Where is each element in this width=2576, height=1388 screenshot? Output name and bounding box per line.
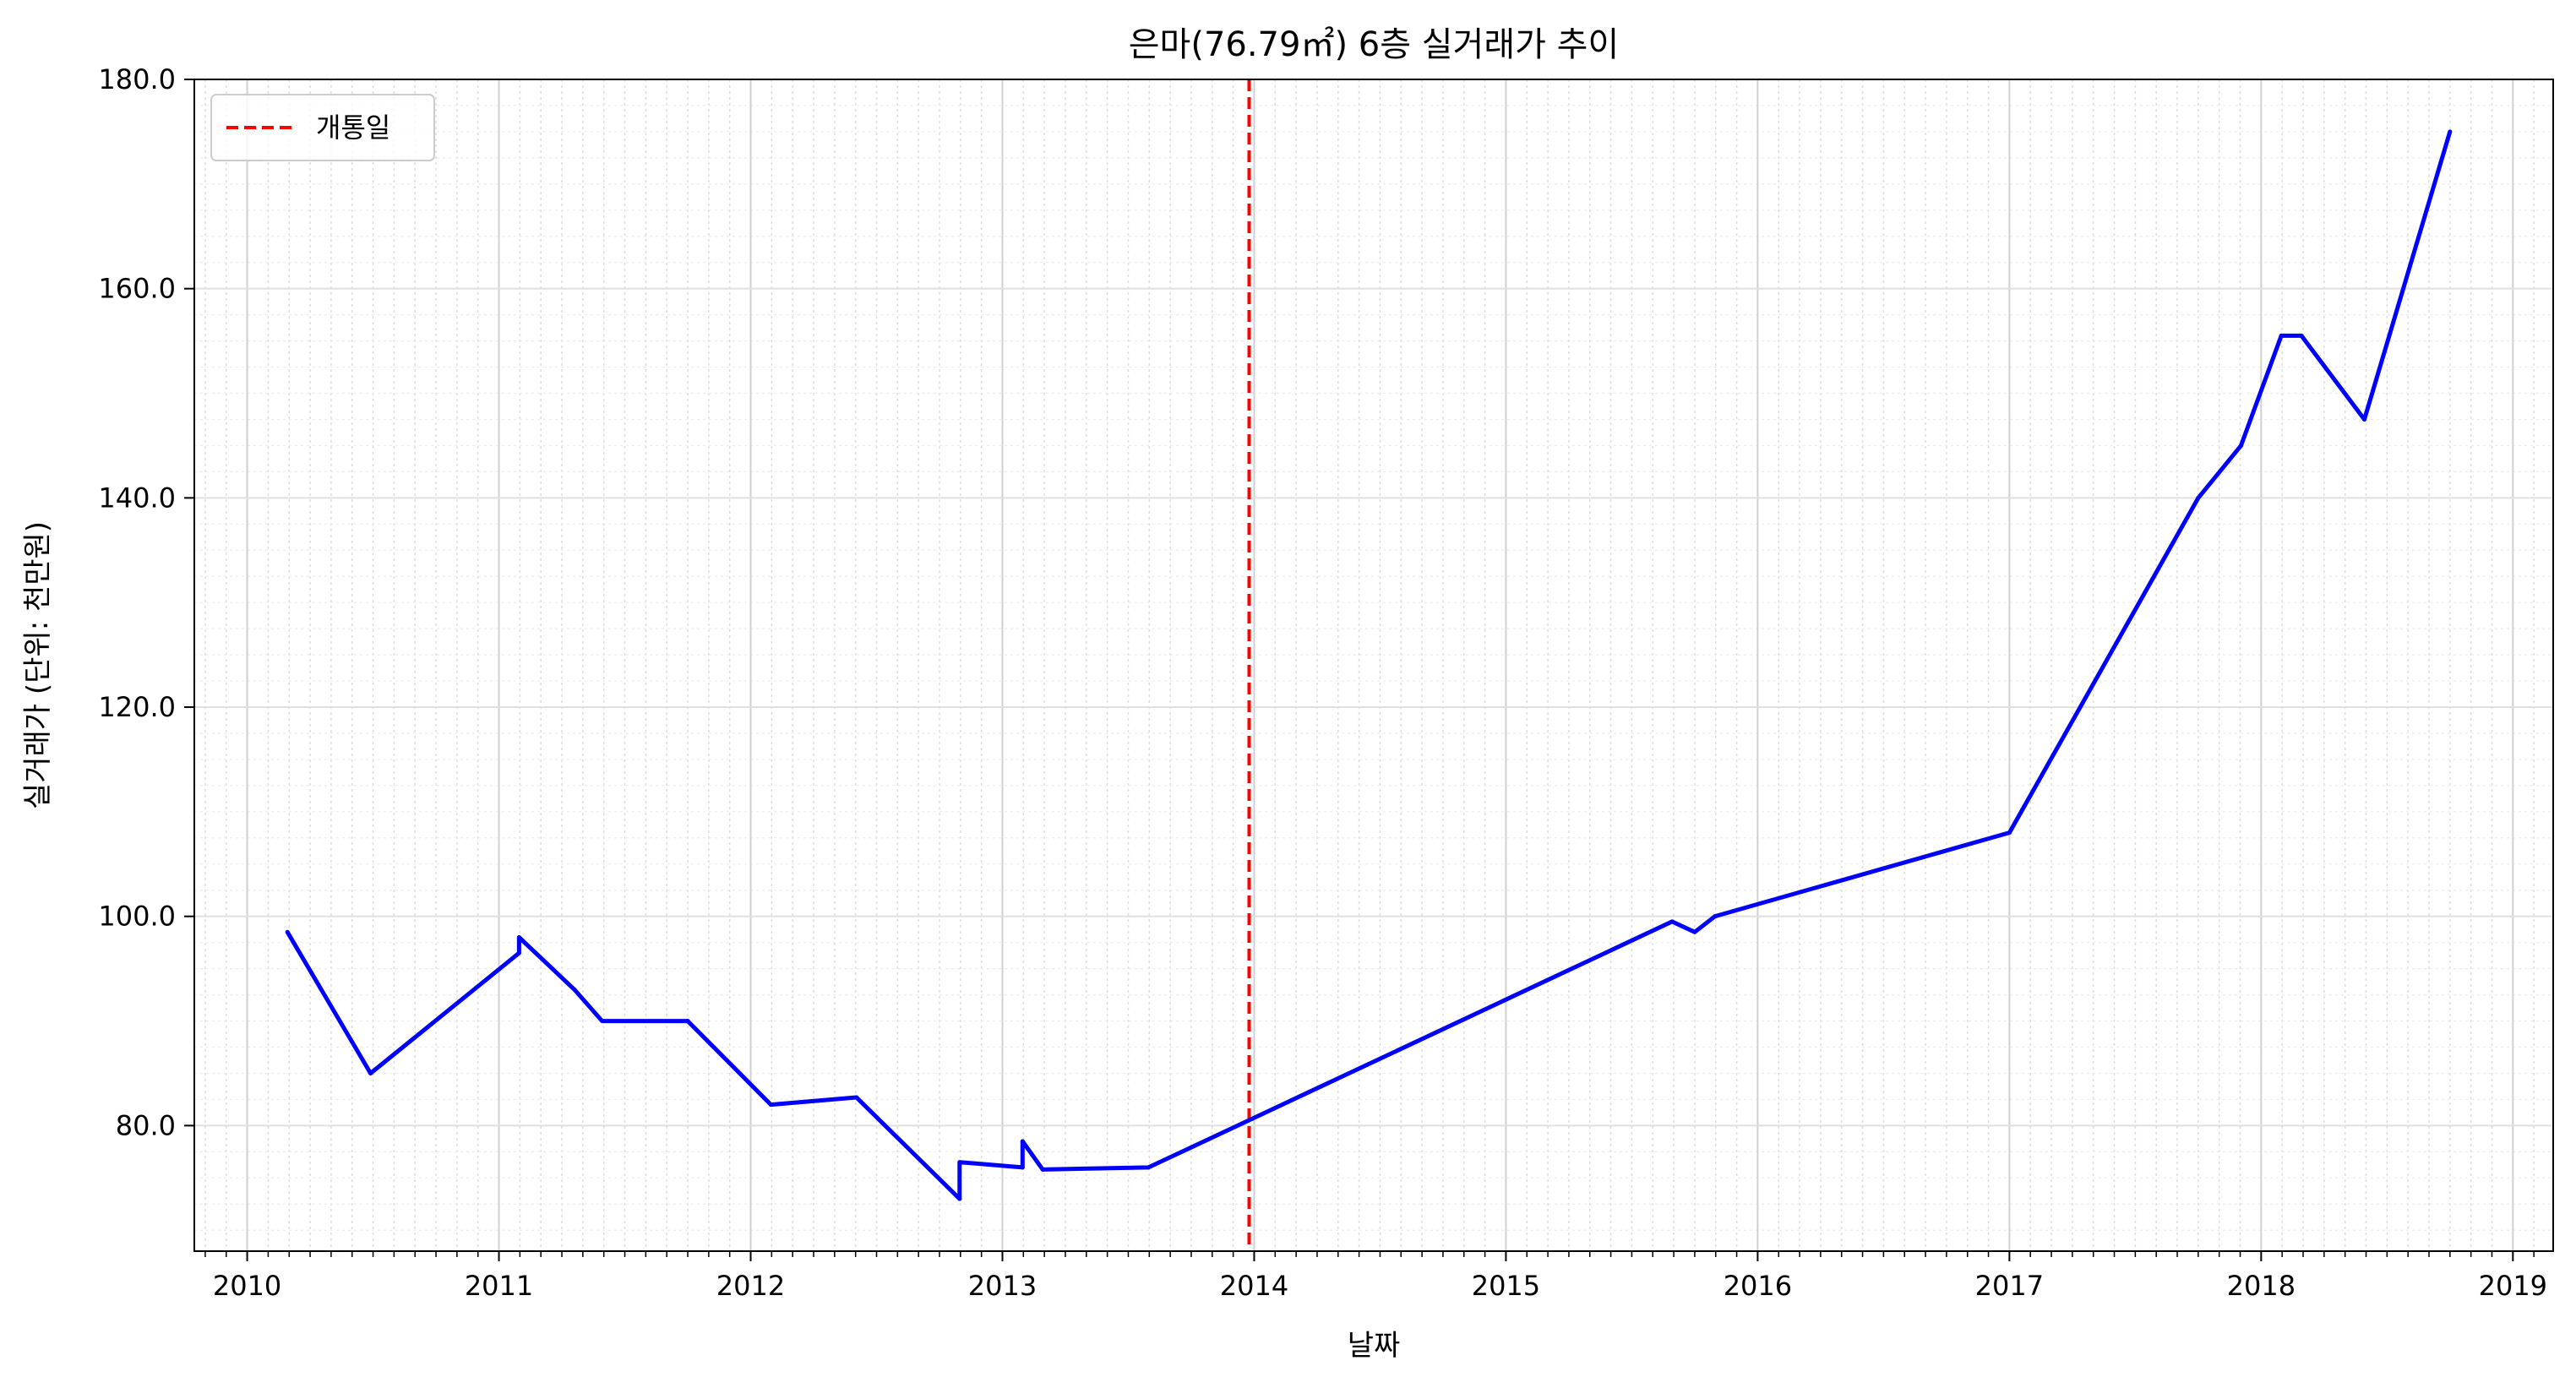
series-point (768, 1102, 773, 1108)
series-point (1713, 914, 1718, 919)
series-point (854, 1095, 859, 1100)
x-tick-label-2018: 2018 (2227, 1270, 2296, 1302)
series-point (1040, 1167, 1045, 1172)
x-axis-label: 날짜 (1348, 1329, 1401, 1363)
y-axis-ticks: 80.0 100.0 120.0 140.0 160.0 180.0 (98, 63, 194, 1141)
series-point (1020, 1139, 1025, 1144)
plot-frame (193, 79, 2554, 1252)
series-layer (285, 129, 2453, 1201)
x-tick-label-2013: 2013 (968, 1270, 1037, 1302)
y-tick-label-1: 100.0 (98, 901, 176, 933)
series-point (1669, 919, 1675, 924)
x-tick-label-2011: 2011 (465, 1270, 533, 1302)
x-tick-label-2016: 2016 (1724, 1270, 1792, 1302)
series-point (2007, 830, 2012, 836)
x-tick-label-2014: 2014 (1220, 1270, 1288, 1302)
series-point (685, 1019, 690, 1024)
legend: 개통일 (210, 94, 435, 161)
x-tick-label-2015: 2015 (1472, 1270, 1540, 1302)
x-tick-label-2010: 2010 (213, 1270, 281, 1302)
legend-label-opening-date: 개통일 (316, 112, 390, 144)
series-point (2239, 443, 2244, 448)
grid-minor-layer (194, 79, 2553, 1251)
y-tick-label-2: 120.0 (98, 691, 176, 723)
y-tick-label-0: 80.0 (116, 1109, 176, 1141)
series-point (957, 1160, 962, 1165)
series-point (1146, 1165, 1151, 1170)
y-tick-label-4: 160.0 (98, 273, 176, 305)
x-tick-label-2019: 2019 (2479, 1270, 2547, 1302)
series-point (572, 987, 577, 992)
series-point (285, 929, 290, 934)
y-tick-label-5: 180.0 (98, 63, 176, 95)
series-point (957, 1196, 962, 1201)
series-point (2299, 333, 2304, 338)
legend-box (210, 94, 435, 161)
x-tick-label-2017: 2017 (1975, 1270, 2044, 1302)
series-point (2279, 333, 2284, 338)
y-tick-label-3: 140.0 (98, 482, 176, 514)
series-point (1020, 1165, 1025, 1170)
series-point (1692, 929, 1697, 934)
series-point (2362, 416, 2367, 422)
series-point (516, 934, 521, 939)
series-point (600, 1019, 605, 1024)
x-axis-ticks: 2010 2011 2012 2013 2014 2015 2016 2017 2018 2019 (204, 1251, 2547, 1302)
series-point (2196, 495, 2201, 500)
y-axis-label: 실거래가 (단위: 천만원) (21, 521, 55, 809)
chart-title: 은마(76.79㎡) 6층 실거래가 추이 (1129, 25, 1620, 64)
x-tick-label-2012: 2012 (716, 1270, 785, 1302)
series-point (368, 1070, 373, 1075)
series-point (516, 950, 521, 955)
series-point (2448, 129, 2453, 134)
